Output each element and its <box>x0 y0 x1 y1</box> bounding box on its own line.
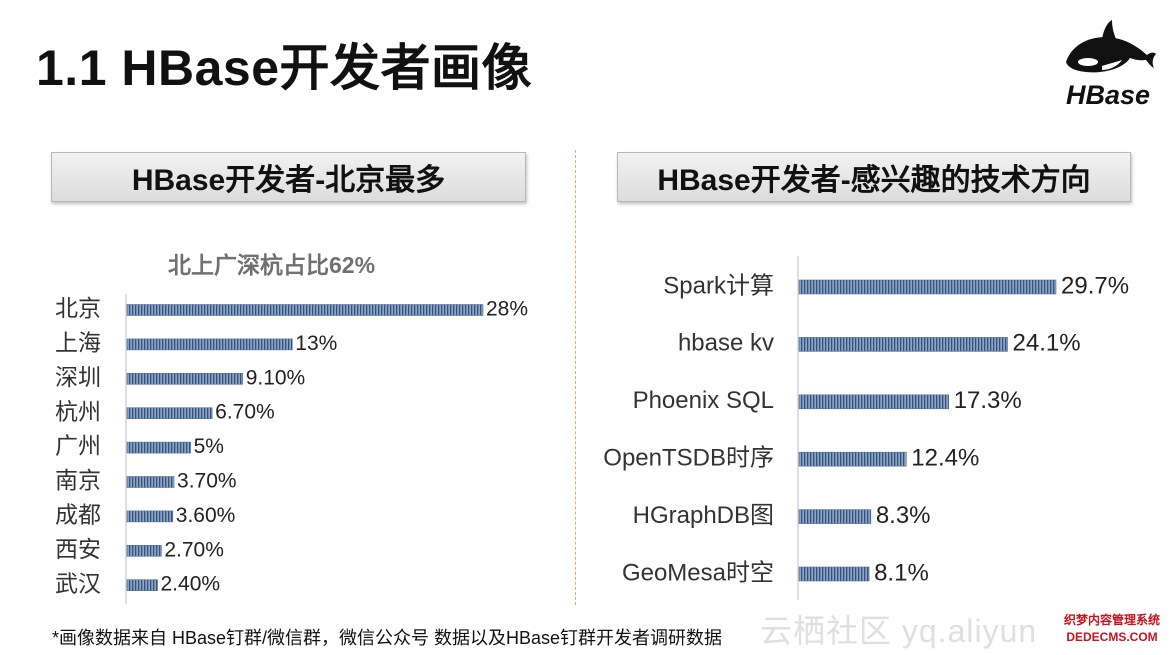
tech-bar <box>798 451 907 467</box>
city-category-label: 北京 <box>55 295 101 321</box>
cms-stamp: 织梦内容管理系统 DEDECMS.COM <box>1062 612 1162 652</box>
city-category-label: 西安 <box>55 536 101 562</box>
tech-chart: Spark计算 29.7% hbase kv 24.1% Phoenix SQL 17.3… <box>603 256 1129 600</box>
tech-bar <box>798 279 1057 295</box>
city-value-label: 13% <box>295 332 337 355</box>
city-bar <box>126 544 162 557</box>
city-value-label: 28% <box>486 298 528 321</box>
tech-category-label: OpenTSDB时序 <box>603 445 774 472</box>
footnote: *画像数据来自 HBase钉群/微信群，微信公众号 数据以及HBase钉群开发者… <box>52 628 723 648</box>
city-category-label: 上海 <box>55 329 101 355</box>
city-value-label: 9.10% <box>246 366 306 389</box>
tech-value-label: 24.1% <box>1013 330 1081 357</box>
city-category-label: 广州 <box>55 433 101 459</box>
city-bar <box>126 510 174 523</box>
city-chart: 北京 28% 上海 13% 深圳 9.10% 杭州 6.70% 广州 5% 南京 3.70% 成都 3.6… <box>55 294 528 604</box>
city-category-label: 深圳 <box>55 364 101 390</box>
left-chart-subtitle: 北上广深杭占比62% <box>168 252 376 278</box>
city-bar <box>126 338 293 351</box>
tech-value-label: 12.4% <box>911 445 979 472</box>
hbase-logo: HBase <box>1058 18 1158 110</box>
tech-category-label: Spark计算 <box>663 272 774 299</box>
city-value-label: 6.70% <box>215 401 275 424</box>
city-value-label: 2.40% <box>161 573 221 596</box>
tech-value-label: 17.3% <box>954 387 1022 414</box>
tech-bar <box>798 509 872 524</box>
city-value-label: 5% <box>194 435 224 458</box>
tech-bar <box>798 337 1008 352</box>
city-value-label: 3.60% <box>176 504 236 527</box>
tech-value-label: 8.3% <box>876 502 931 529</box>
city-category-label: 杭州 <box>55 398 101 424</box>
tech-category-label: HGraphDB图 <box>633 502 774 529</box>
stamp-line-1: 织梦内容管理系统 <box>1063 613 1160 627</box>
city-category-label: 武汉 <box>55 570 101 596</box>
city-bar <box>126 441 191 454</box>
tech-value-label: 29.7% <box>1061 272 1129 299</box>
stamp-line-2: DEDECMS.COM <box>1066 630 1158 644</box>
city-category-label: 南京 <box>55 467 101 493</box>
right-section-header: HBase开发者-感兴趣的技术方向 <box>617 152 1131 202</box>
tech-bar <box>798 394 950 410</box>
tech-category-label: GeoMesa时空 <box>622 559 774 586</box>
orca-icon <box>1066 20 1156 73</box>
city-category-label: 成都 <box>55 501 101 527</box>
slide-title: 1.1 HBase开发者画像 <box>36 40 533 96</box>
city-value-label: 2.70% <box>164 538 224 561</box>
logo-text: HBase <box>1066 80 1151 110</box>
section-divider <box>575 150 576 605</box>
tech-category-label: Phoenix SQL <box>633 387 774 414</box>
city-bar <box>126 407 213 420</box>
watermark: 云栖社区 yq.aliyun <box>760 613 1038 649</box>
city-value-label: 3.70% <box>177 470 237 493</box>
city-bar <box>126 372 243 385</box>
tech-category-label: hbase kv <box>678 330 774 357</box>
city-bar <box>126 579 158 592</box>
left-section-header: HBase开发者-北京最多 <box>51 152 526 202</box>
city-bar <box>126 476 175 488</box>
city-bar <box>126 304 484 316</box>
tech-value-label: 8.1% <box>874 559 929 586</box>
tech-bar <box>798 566 870 582</box>
